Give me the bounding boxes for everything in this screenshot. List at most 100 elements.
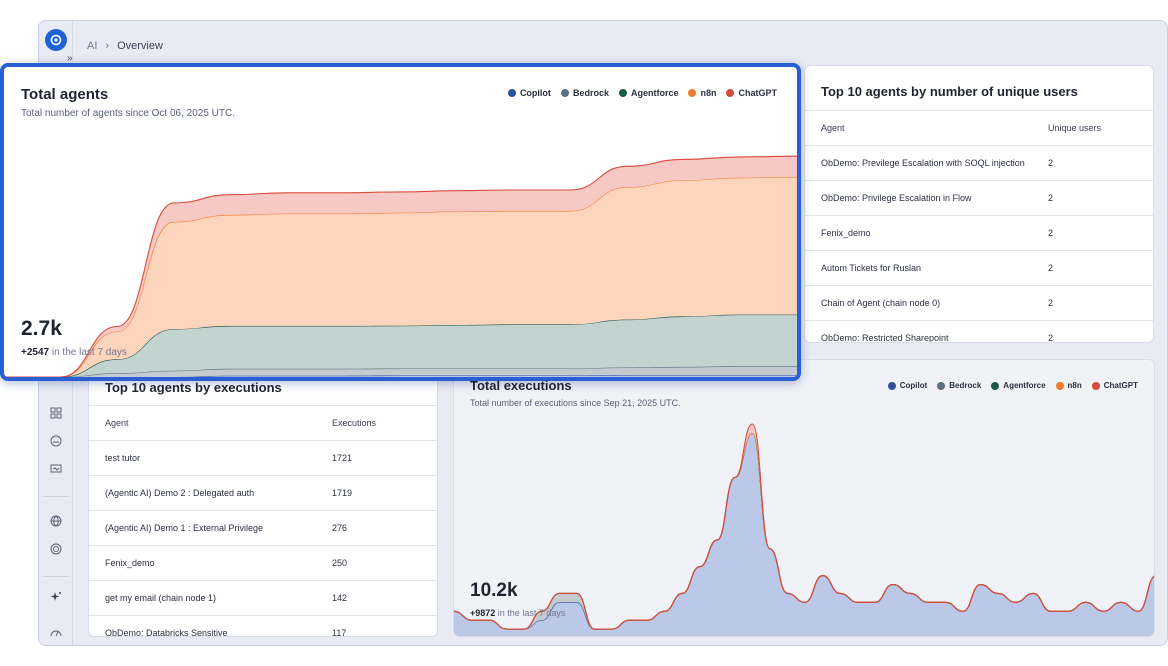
table-row[interactable]: ObDemo: Previlege Escalation with SOQL i… — [805, 145, 1153, 180]
row-value: 2 — [1048, 333, 1054, 343]
area-bedrock — [4, 366, 797, 377]
top-users-card: Top 10 agents by number of unique users … — [804, 65, 1154, 343]
table-row[interactable]: Chain of Agent (chain node 0) 2 — [805, 285, 1153, 320]
legend-dot — [937, 381, 946, 390]
total-executions-delta: +9872 in the last 7 days — [470, 608, 565, 618]
legend-item[interactable]: ChatGPT — [1091, 381, 1138, 390]
agent-name: get my email (chain node 1) — [105, 593, 217, 603]
legend-dot — [726, 89, 735, 97]
total-agents-chart — [4, 155, 797, 377]
legend-dot — [887, 381, 896, 390]
legend-label: n8n — [1067, 381, 1082, 390]
total-agents-legend: Copilot Bedrock Agentforce n8n ChatGPT — [507, 88, 777, 98]
legend-dot — [991, 381, 1000, 390]
legend-item[interactable]: Copilot — [507, 88, 551, 98]
dashboard-icon[interactable] — [48, 405, 64, 421]
top-executions-table: Agent Executions test tutor 1721 (Agentic … — [89, 405, 437, 637]
agent-name: Chain of Agent (chain node 0) — [821, 298, 941, 308]
legend-item[interactable]: Bedrock — [560, 88, 609, 98]
agent-name: (Agentic AI) Demo 2 : Delegated auth — [105, 488, 255, 498]
agent-name: test tutor — [105, 453, 141, 463]
row-value: 1719 — [332, 488, 353, 498]
sidebar-divider — [43, 496, 69, 497]
row-value: 2 — [1048, 298, 1054, 308]
monitor-icon[interactable] — [48, 461, 64, 477]
table-row[interactable]: (Agentic AI) Demo 1 : External Privilege… — [89, 510, 437, 545]
row-value: 1721 — [332, 453, 353, 463]
legend-item[interactable]: n8n — [1055, 381, 1082, 390]
total-agents-title: Total agents — [21, 86, 109, 103]
total-agents-delta: +2547 in the last 7 days — [21, 347, 127, 358]
table-row[interactable]: Fenix_demo 2 — [805, 215, 1153, 250]
legend-item[interactable]: Copilot — [887, 381, 928, 390]
legend-item[interactable]: Agentforce — [618, 88, 679, 98]
table-row[interactable]: test tutor 1721 — [89, 440, 437, 475]
col-agent: Agent — [105, 418, 129, 428]
total-executions-card: Total executions Total number of executi… — [453, 359, 1155, 637]
table-row[interactable]: ObDemo: Restricted Sharepoint 2 — [805, 320, 1153, 343]
legend-label: n8n — [700, 88, 717, 98]
legend-label: Copilot — [899, 381, 928, 390]
breadcrumb-root[interactable]: AI — [87, 40, 98, 52]
area-agentforce — [4, 314, 797, 377]
table-row[interactable]: ObDemo: Databricks Sensitive 117 — [89, 615, 437, 637]
row-value: 2 — [1048, 193, 1054, 203]
legend-label: Bedrock — [949, 381, 982, 390]
target-icon[interactable] — [48, 541, 64, 557]
legend-dot — [618, 89, 627, 97]
legend-item[interactable]: Agentforce — [991, 381, 1046, 390]
total-executions-chart — [454, 423, 1154, 636]
agent-name: ObDemo: Restricted Sharepoint — [821, 333, 949, 343]
line-chatgpt — [4, 155, 797, 377]
expand-sidebar-icon[interactable]: » — [67, 53, 73, 64]
total-executions-title: Total executions — [470, 378, 572, 393]
legend-label: Bedrock — [572, 88, 609, 98]
col-agent: Agent — [821, 123, 845, 133]
legend-dot — [507, 89, 516, 97]
legend-label: ChatGPT — [738, 88, 777, 98]
agent-name: ObDemo: Privilege Escalation in Flow — [821, 193, 972, 203]
top-executions-title: Top 10 agents by executions — [105, 380, 282, 395]
row-value: 276 — [332, 523, 348, 533]
gauge-icon[interactable] — [48, 433, 64, 449]
logo-icon[interactable] — [45, 29, 67, 51]
table-row[interactable]: get my email (chain node 1) 142 — [89, 580, 437, 615]
total-agents-card[interactable]: Total agents Total number of agents sinc… — [0, 63, 801, 381]
row-value: 142 — [332, 593, 348, 603]
sparkles-icon[interactable] — [48, 589, 64, 605]
delta-value: +9872 — [470, 608, 496, 618]
row-value: 2 — [1048, 158, 1054, 168]
top-users-table: Agent Unique users ObDemo: Previlege Esc… — [805, 110, 1153, 343]
legend-label: Agentforce — [630, 88, 679, 98]
breadcrumb-separator: › — [105, 40, 110, 52]
row-value: 117 — [332, 628, 347, 637]
legend-dot — [688, 89, 697, 97]
agent-name: (Agentic AI) Demo 1 : External Privilege — [105, 523, 264, 533]
breadcrumb: AI › Overview — [87, 40, 163, 52]
area-bedrock — [454, 432, 1154, 630]
delta-value: +2547 — [21, 347, 50, 358]
row-value: 2 — [1048, 263, 1054, 273]
area-n8n — [4, 177, 797, 377]
legend-item[interactable]: ChatGPT — [726, 88, 777, 98]
globe-icon[interactable] — [48, 513, 64, 529]
agent-name: Fenix_demo — [821, 228, 871, 238]
total-agents-subtitle: Total number of agents since Oct 06, 202… — [21, 108, 235, 119]
legend-dot — [1091, 381, 1100, 390]
legend-dot — [1055, 381, 1064, 390]
total-agents-value: 2.7k — [21, 317, 62, 340]
legend-item[interactable]: Bedrock — [937, 381, 981, 390]
speedometer-icon[interactable] — [48, 625, 64, 641]
table-row[interactable]: Autom Tickets for Ruslan 2 — [805, 250, 1153, 285]
table-header: Agent Executions — [89, 405, 437, 440]
total-executions-subtitle: Total number of executions since Sep 21,… — [470, 398, 681, 408]
table-row[interactable]: Fenix_demo 250 — [89, 545, 437, 580]
table-row[interactable]: ObDemo: Privilege Escalation in Flow 2 — [805, 180, 1153, 215]
agent-name: ObDemo: Previlege Escalation with SOQL i… — [821, 158, 1025, 168]
legend-dot — [560, 89, 569, 97]
col-executions: Executions — [332, 418, 377, 428]
top-users-title: Top 10 agents by number of unique users — [821, 84, 1078, 99]
table-row[interactable]: (Agentic AI) Demo 2 : Delegated auth 1719 — [89, 475, 437, 510]
total-executions-legend: Copilot Bedrock Agentforce n8n ChatGPT — [887, 381, 1138, 390]
legend-item[interactable]: n8n — [688, 88, 716, 98]
